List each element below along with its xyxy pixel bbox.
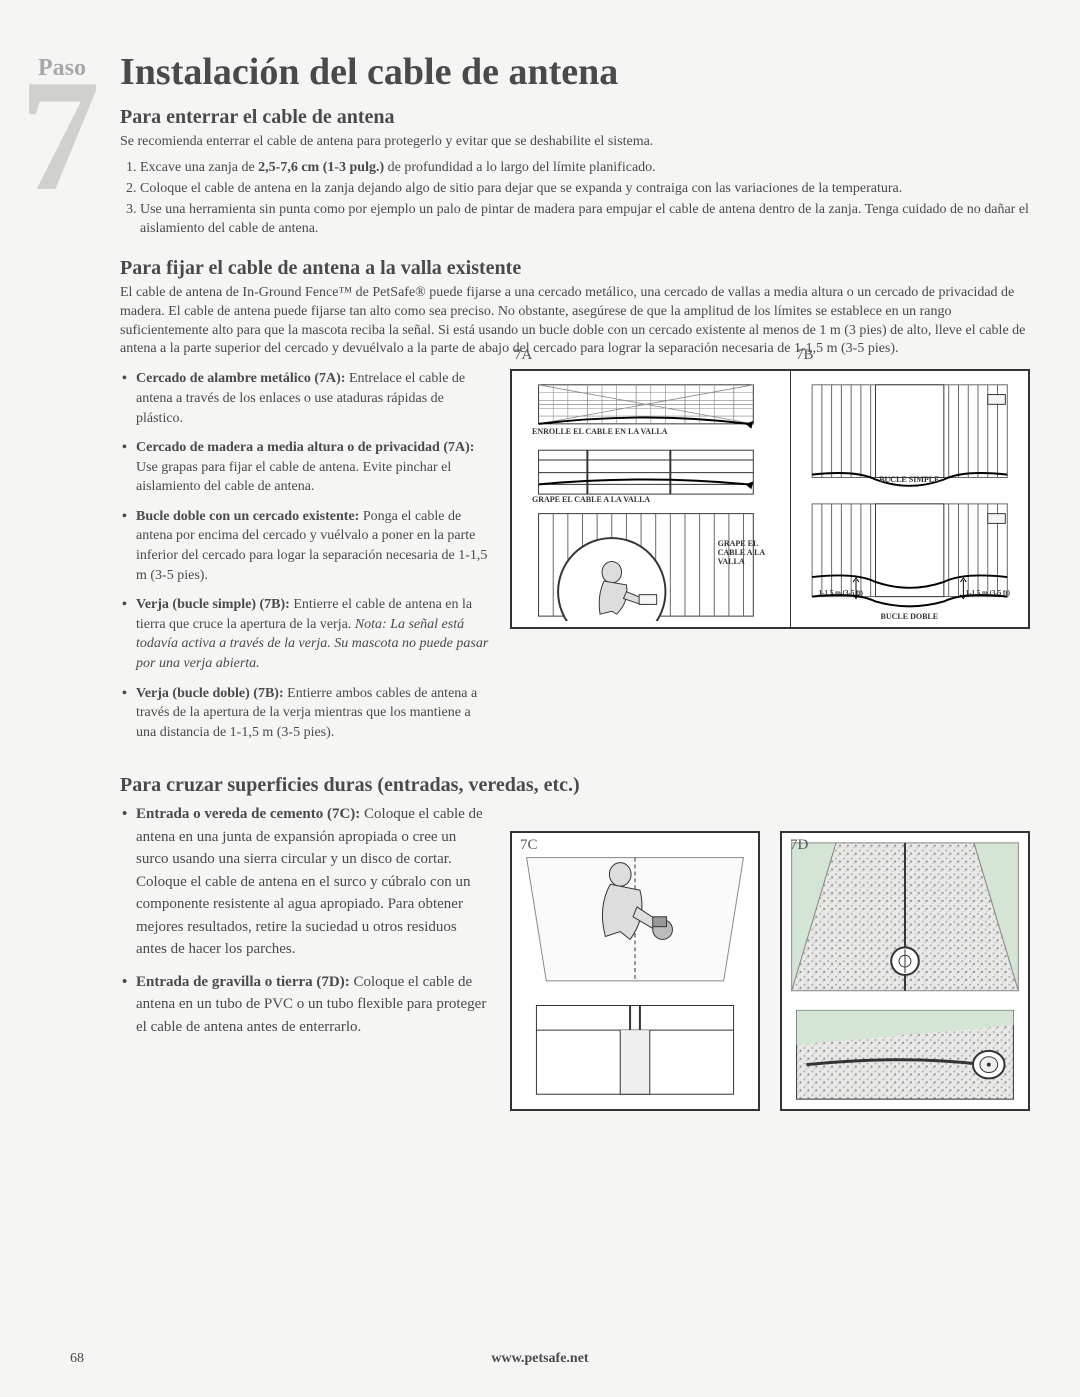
- list-item: Excave una zanja de 2,5-7,6 cm (1-3 pulg…: [140, 159, 1030, 178]
- section1-list: Excave una zanja de 2,5-7,6 cm (1-3 pulg…: [140, 159, 1030, 239]
- label-7c: 7C: [520, 837, 538, 854]
- label-7a: 7A: [514, 347, 532, 364]
- caption-grape2: GRAPE EL CABLE A LA VALLA: [718, 539, 778, 566]
- section1-heading: Para enterrar el cable de antena: [120, 106, 1030, 129]
- list-item: Coloque el cable de antena en la zanja d…: [140, 180, 1030, 199]
- label-7d: 7D: [790, 837, 808, 854]
- section3-heading: Para cruzar superficies duras (entradas,…: [120, 774, 1030, 797]
- caption-bdoble: BUCLE DOBLE: [881, 612, 939, 621]
- list-item: Use una herramienta sin punta como por e…: [140, 201, 1030, 239]
- section3-bullets: Entrada o vereda de cemento (7C): Coloqu…: [120, 803, 490, 1038]
- panel-7d: 7D: [780, 831, 1030, 1111]
- footer-url: www.petsafe.net: [491, 1351, 588, 1367]
- bullet-item: Cercado de madera a media altura o de pr…: [120, 438, 490, 497]
- diagram-7ab: ENROLLE EL CABLE EN LA VALLA GRAPE EL CA…: [510, 369, 1030, 629]
- caption-grape: GRAPE EL CABLE A LA VALLA: [532, 495, 650, 504]
- panel-7a: ENROLLE EL CABLE EN LA VALLA GRAPE EL CA…: [512, 371, 791, 627]
- bullet-item: Entrada de gravilla o tierra (7D): Coloq…: [120, 971, 490, 1039]
- caption-dist2: 1-1,5 m (3-5 ft): [966, 589, 1010, 597]
- panel-7b: BUCLE SIMPLE BUCLE DOBLE 1-1,5 m (3-5 ft…: [791, 371, 1028, 627]
- caption-enrolle: ENROLLE EL CABLE EN LA VALLA: [532, 427, 668, 436]
- label-7b: 7B: [796, 347, 814, 364]
- section2-bullets: Cercado de alambre metálico (7A): Entrel…: [120, 369, 490, 742]
- bullet-item: Verja (bucle doble) (7B): Entierre ambos…: [120, 684, 490, 743]
- step-number: 7: [20, 55, 100, 215]
- page-title: Instalación del cable de antena: [120, 50, 1030, 94]
- footer: 68 www.petsafe.net: [0, 1351, 1080, 1367]
- bullet-item: Entrada o vereda de cemento (7C): Coloqu…: [120, 803, 490, 961]
- bullet-item: Bucle doble con un cercado existente: Po…: [120, 507, 490, 585]
- panel-7c: 7C: [510, 831, 760, 1111]
- bullet-item: Verja (bucle simple) (7B): Entierre el c…: [120, 595, 490, 673]
- section2-heading: Para fijar el cable de antena a la valla…: [120, 257, 1030, 280]
- page-number: 68: [70, 1351, 84, 1367]
- content: Instalación del cable de antena Para ent…: [120, 50, 1030, 1111]
- section1-intro: Se recomienda enterrar el cable de anten…: [120, 133, 1030, 151]
- bullet-item: Cercado de alambre metálico (7A): Entrel…: [120, 369, 490, 428]
- caption-bsimple: BUCLE SIMPLE: [879, 475, 939, 484]
- caption-dist1: 1-1,5 m (3-5 ft): [819, 589, 863, 597]
- section2-intro: El cable de antena de In-Ground Fence™ d…: [120, 284, 1030, 360]
